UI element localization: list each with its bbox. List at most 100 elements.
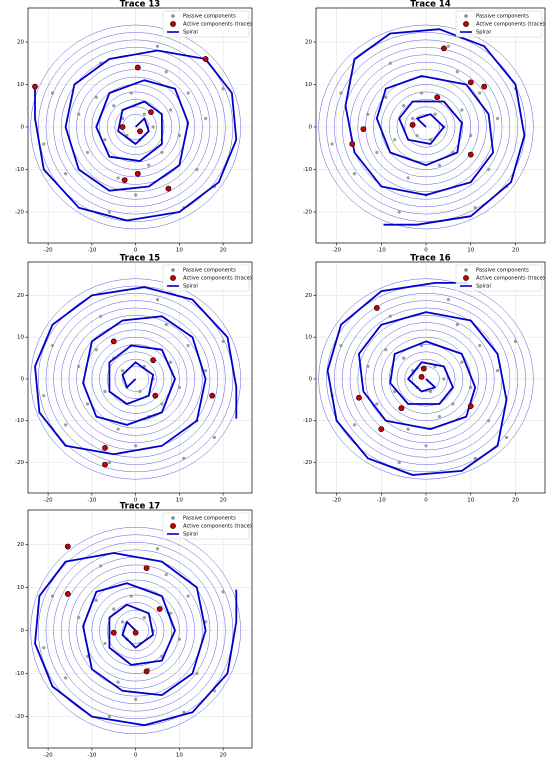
spiral-ring bbox=[122, 366, 149, 392]
x-tick-label: 0 bbox=[424, 248, 428, 254]
active-point bbox=[110, 338, 117, 345]
spiral-ring bbox=[318, 24, 534, 230]
legend-label: Spiral bbox=[476, 30, 491, 36]
passive-point bbox=[129, 594, 133, 598]
passive-point bbox=[495, 116, 500, 121]
x-tick-label: 10 bbox=[176, 248, 183, 254]
passive-point bbox=[138, 389, 142, 394]
passive-point bbox=[397, 460, 401, 465]
x-tick-label: 10 bbox=[467, 498, 474, 504]
passive-point bbox=[366, 364, 370, 369]
passive-point bbox=[112, 607, 116, 611]
passive-point bbox=[339, 343, 343, 348]
active-point bbox=[360, 126, 367, 133]
legend-marker bbox=[464, 268, 468, 272]
spiral-ring bbox=[68, 315, 203, 443]
passive-point bbox=[366, 112, 370, 116]
spiral-ring bbox=[357, 315, 495, 443]
passive-point bbox=[155, 44, 160, 48]
passive-point bbox=[446, 297, 450, 302]
spiral-ring bbox=[334, 293, 518, 465]
passive-point bbox=[103, 641, 107, 646]
legend-box bbox=[162, 264, 250, 292]
passive-point bbox=[455, 70, 459, 74]
legend-label: Active components (trace) bbox=[183, 276, 252, 282]
x-tick-label: -10 bbox=[87, 753, 96, 759]
x-tick-label: -20 bbox=[44, 248, 53, 254]
passive-point bbox=[406, 427, 410, 431]
passive-point bbox=[186, 594, 190, 598]
y-tick-label: 20 bbox=[17, 542, 24, 548]
active-point bbox=[156, 606, 163, 612]
passive-point bbox=[129, 91, 133, 95]
passive-point bbox=[388, 61, 392, 65]
y-tick-label: 10 bbox=[17, 585, 24, 591]
passive-point bbox=[77, 364, 81, 369]
passive-point bbox=[134, 444, 138, 448]
active-point bbox=[102, 461, 108, 468]
passive-point bbox=[116, 680, 120, 684]
spiral-ring bbox=[30, 278, 241, 480]
passive-point bbox=[169, 360, 173, 364]
passive-point bbox=[428, 389, 433, 394]
active-point bbox=[467, 151, 474, 158]
spiral-ring bbox=[381, 84, 472, 170]
passive-point bbox=[42, 646, 46, 650]
passive-point bbox=[94, 598, 98, 602]
y-tick-label: 20 bbox=[305, 39, 312, 45]
legend-marker bbox=[171, 268, 175, 272]
spiral-line bbox=[344, 28, 526, 226]
passive-point bbox=[134, 193, 138, 197]
subplot-title: Trace 13 bbox=[120, 0, 160, 10]
passive-point bbox=[437, 163, 442, 167]
passive-point bbox=[397, 210, 401, 214]
passive-point bbox=[134, 697, 138, 701]
active-point bbox=[119, 124, 126, 130]
passive-point bbox=[352, 172, 357, 176]
spiral-ring bbox=[99, 91, 172, 163]
passive-point bbox=[469, 133, 473, 138]
spiral-ring bbox=[404, 358, 448, 400]
passive-point bbox=[195, 167, 199, 172]
active-point bbox=[409, 121, 416, 128]
passive-point bbox=[384, 95, 388, 99]
passive-point bbox=[339, 91, 343, 95]
passive-point bbox=[64, 172, 68, 176]
passive-point bbox=[415, 133, 419, 138]
passive-point bbox=[504, 435, 509, 440]
y-tick-label: 10 bbox=[305, 335, 312, 341]
passive-point bbox=[169, 611, 173, 615]
x-tick-label: 0 bbox=[134, 248, 138, 254]
subplot: Trace 16 -20 -10 0 10 20 -20 -10 0 10 20 Passive co… bbox=[303, 254, 546, 504]
y-tick-label: 0 bbox=[309, 124, 313, 130]
passive-point bbox=[177, 385, 181, 389]
legend-label: Passive components bbox=[183, 14, 236, 20]
legend-label: Active components (trace) bbox=[476, 276, 545, 282]
x-tick-label: -10 bbox=[87, 248, 96, 254]
active-point bbox=[143, 565, 150, 572]
spiral-ring bbox=[114, 106, 157, 148]
passive-point bbox=[112, 104, 116, 108]
active-point bbox=[349, 141, 356, 147]
x-tick-label: 20 bbox=[220, 248, 227, 254]
passive-point bbox=[478, 91, 482, 95]
active-point bbox=[418, 373, 425, 380]
spiral-ring bbox=[357, 61, 495, 193]
y-tick-label: 0 bbox=[21, 124, 25, 130]
x-tick-label: -10 bbox=[377, 498, 386, 504]
axes-frame bbox=[27, 261, 253, 494]
passive-point bbox=[460, 108, 464, 112]
spiral-ring bbox=[53, 300, 218, 458]
x-tick-label: -20 bbox=[332, 498, 341, 504]
spiral-ring bbox=[114, 358, 157, 400]
active-point bbox=[148, 109, 154, 116]
active-point bbox=[137, 128, 143, 135]
x-tick-label: 0 bbox=[424, 498, 428, 504]
passive-point bbox=[446, 44, 450, 48]
passive-point bbox=[384, 348, 388, 352]
legend-label: Passive components bbox=[183, 516, 236, 522]
subplot-title: Trace 17 bbox=[120, 502, 160, 512]
active-point bbox=[434, 94, 441, 101]
spiral-ring bbox=[68, 564, 203, 697]
x-tick-label: -20 bbox=[332, 248, 341, 254]
